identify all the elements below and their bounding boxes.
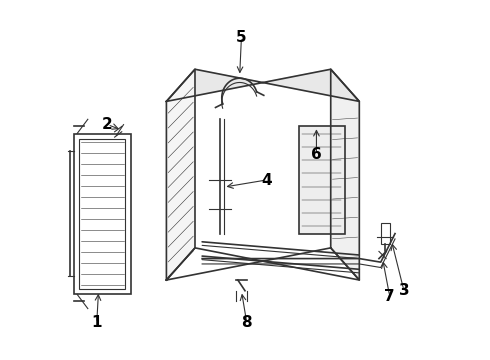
Polygon shape xyxy=(331,69,359,280)
Polygon shape xyxy=(167,69,195,280)
Text: 4: 4 xyxy=(261,172,272,188)
Text: 2: 2 xyxy=(102,117,113,132)
Bar xyxy=(298,126,345,234)
Text: 7: 7 xyxy=(384,289,395,303)
Text: 1: 1 xyxy=(92,315,102,330)
Bar xyxy=(381,223,390,244)
Bar xyxy=(74,134,131,294)
Text: 5: 5 xyxy=(236,30,247,45)
Polygon shape xyxy=(167,69,359,102)
Bar xyxy=(79,139,125,289)
Text: 8: 8 xyxy=(242,315,252,330)
Text: 3: 3 xyxy=(399,283,409,298)
Text: 6: 6 xyxy=(311,148,322,162)
